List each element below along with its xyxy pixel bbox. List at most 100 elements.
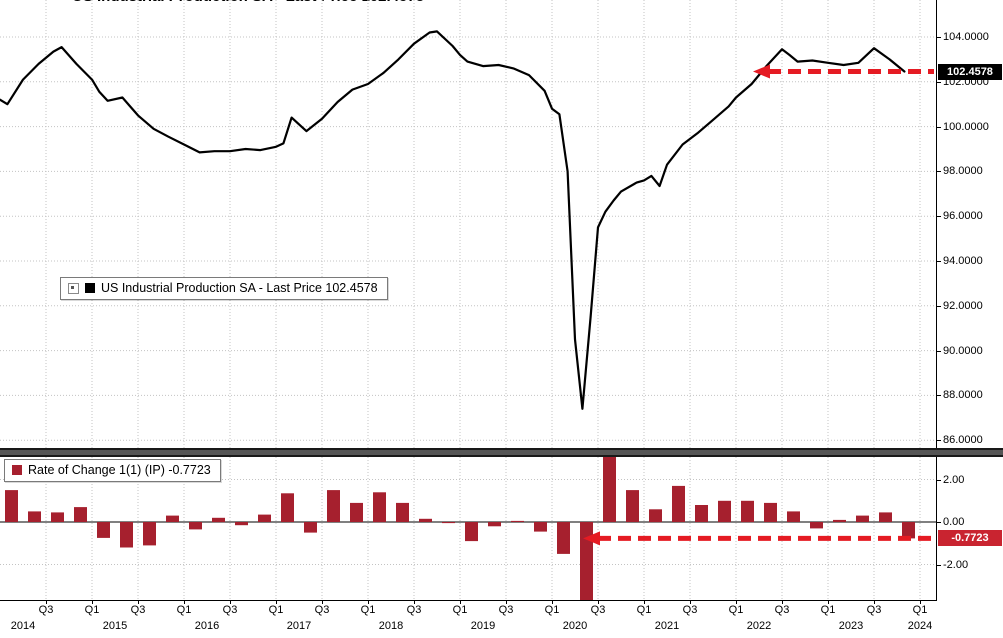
roc-bar xyxy=(327,490,340,522)
roc-bar xyxy=(120,522,133,548)
roc-bar xyxy=(580,522,593,600)
arrow-head-icon xyxy=(583,531,600,546)
x-axis-tick xyxy=(598,600,599,604)
y-tick-label: 96.0000 xyxy=(943,210,983,223)
y-axis-tick xyxy=(936,81,941,83)
x-tick-label-year: 2023 xyxy=(838,620,864,632)
last-value-box: -0.7723 xyxy=(938,530,1002,547)
y-axis-tick xyxy=(936,126,941,128)
y-axis-tick xyxy=(936,171,941,173)
legend-rate-of-change[interactable]: Rate of Change 1(1) (IP) -0.7723 xyxy=(4,459,221,482)
x-tick-label-year: 2014 xyxy=(10,620,36,632)
x-tick-label-quarter: Q3 xyxy=(498,604,514,616)
x-tick-label-quarter: Q1 xyxy=(820,604,836,616)
y-axis-tick xyxy=(936,305,941,307)
x-tick-label-quarter: Q3 xyxy=(222,604,238,616)
x-tick-label-year: 2024 xyxy=(907,620,933,632)
panel-separator[interactable] xyxy=(0,448,1003,457)
y-tick-label: 94.0000 xyxy=(943,255,983,267)
y-tick-label: 86.0000 xyxy=(943,434,983,447)
roc-bar xyxy=(764,502,777,522)
roc-bar xyxy=(534,522,547,532)
roc-bar xyxy=(212,517,225,523)
legend-industrial-production[interactable]: US Industrial Production SA - Last Price… xyxy=(60,277,388,300)
x-tick-label-quarter: Q1 xyxy=(728,604,744,616)
right-axis-line xyxy=(936,0,937,600)
x-tick-label-quarter: Q1 xyxy=(912,604,928,616)
x-tick-label-quarter: Q3 xyxy=(590,604,606,616)
roc-bar xyxy=(373,492,386,523)
y-tick-label: 92.0000 xyxy=(943,299,983,312)
roc-bar xyxy=(258,514,271,522)
roc-bar xyxy=(557,522,570,554)
y-axis-tick xyxy=(936,440,941,442)
industrial-production-plot[interactable] xyxy=(0,0,936,448)
x-tick-label-year: 2022 xyxy=(746,620,772,632)
roc-bar xyxy=(603,457,616,522)
y-axis-tick xyxy=(936,479,941,481)
x-tick-label-quarter: Q3 xyxy=(774,604,790,616)
roc-bar xyxy=(833,519,846,522)
roc-bar xyxy=(741,500,754,523)
x-tick-label-quarter: Q1 xyxy=(544,604,560,616)
legend-toggle-icon[interactable] xyxy=(68,282,79,294)
x-tick-label-quarter: Q3 xyxy=(130,604,146,616)
roc-bar xyxy=(143,522,156,546)
x-tick-label-year: 2018 xyxy=(378,620,404,632)
roc-bar xyxy=(902,522,915,539)
roc-bar xyxy=(97,522,110,538)
y-axis-tick xyxy=(936,37,941,38)
x-axis-tick xyxy=(920,600,921,604)
y-tick-label: 100.0000 xyxy=(943,120,989,133)
x-tick-label-quarter: Q3 xyxy=(38,604,54,616)
x-axis-tick xyxy=(460,600,461,604)
x-axis-tick xyxy=(414,600,415,604)
x-axis-tick xyxy=(644,600,645,604)
x-axis-tick xyxy=(46,600,47,604)
x-tick-label-year: 2019 xyxy=(470,620,496,632)
last-value-text: -0.7723 xyxy=(951,532,989,545)
roc-bar xyxy=(442,522,455,524)
x-tick-label-quarter: Q1 xyxy=(176,604,192,616)
legend-label-industrial-production: US Industrial Production SA - Last Price… xyxy=(101,281,378,295)
x-tick-label-quarter: Q3 xyxy=(866,604,882,616)
roc-bar xyxy=(235,522,248,526)
x-tick-label-quarter: Q1 xyxy=(268,604,284,616)
roc-bar xyxy=(511,520,524,522)
roc-bar xyxy=(649,509,662,523)
roc-bar xyxy=(396,502,409,522)
roc-bar xyxy=(74,507,87,522)
y-tick-label: 104.0000 xyxy=(943,31,989,43)
clipped-title-text: US Industrial Production SA - Last Price… xyxy=(72,0,424,5)
y-tick-label: 98.0000 xyxy=(943,165,983,178)
last-price-value: 102.4578 xyxy=(947,65,993,78)
y-tick-label: 2.00 xyxy=(943,473,965,486)
y-tick-label: -2.00 xyxy=(943,558,969,571)
y-tick-label: 0.00 xyxy=(943,516,965,528)
x-axis-tick xyxy=(874,600,875,604)
roc-bar xyxy=(28,511,41,522)
y-axis-tick xyxy=(936,216,941,218)
y-tick-label: 90.0000 xyxy=(943,344,983,357)
x-axis-tick xyxy=(690,600,691,604)
roc-bar xyxy=(281,493,294,522)
roc-bar xyxy=(304,522,317,533)
roc-bar xyxy=(695,505,708,522)
roc-bar xyxy=(189,522,202,530)
x-tick-label-quarter: Q3 xyxy=(682,604,698,616)
roc-bar xyxy=(465,522,478,542)
ip-line-series xyxy=(0,30,906,410)
x-tick-label-quarter: Q1 xyxy=(636,604,652,616)
x-axis-tick xyxy=(230,600,231,604)
last-price-box: 102.4578 xyxy=(938,63,1002,80)
roc-bar xyxy=(51,512,64,522)
x-axis-tick xyxy=(736,600,737,604)
x-tick-label-quarter: Q1 xyxy=(452,604,468,616)
x-axis-tick xyxy=(322,600,323,604)
clipped-window-title: US Industrial Production SA - Last Price… xyxy=(72,0,672,5)
y-tick-label: 88.0000 xyxy=(943,389,983,402)
roc-bar xyxy=(419,518,432,522)
roc-bar xyxy=(626,490,639,522)
roc-bar xyxy=(488,522,501,527)
